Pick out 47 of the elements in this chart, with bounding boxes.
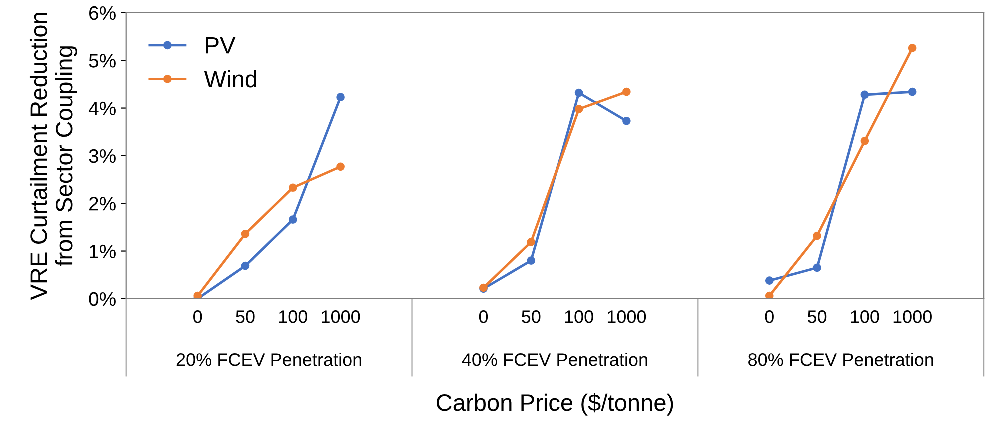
point bbox=[860, 137, 870, 146]
x-tick-label: 1000 bbox=[322, 310, 360, 324]
x-tick-label: 100 bbox=[565, 310, 594, 324]
point bbox=[860, 90, 870, 100]
y-tick-label: 3% bbox=[89, 149, 116, 164]
point bbox=[527, 256, 536, 265]
point bbox=[765, 276, 774, 285]
y-tick-label: 4% bbox=[88, 102, 116, 116]
text: 20% FCEV Penetration bbox=[176, 353, 362, 366]
legend-label: PV bbox=[206, 37, 236, 54]
y-tick-label: 6% bbox=[90, 6, 116, 20]
x-axis-title: Carbon Price ($/tonne) bbox=[436, 394, 674, 416]
point bbox=[241, 230, 250, 238]
y-tick-label: 1% bbox=[90, 244, 116, 258]
point bbox=[908, 44, 917, 52]
x-tick-label: 1000 bbox=[894, 310, 932, 324]
point bbox=[765, 292, 774, 299]
point bbox=[336, 162, 345, 172]
point bbox=[336, 93, 345, 102]
point bbox=[813, 232, 822, 240]
x-tick-label: 50 bbox=[522, 310, 541, 324]
point bbox=[813, 264, 822, 272]
point bbox=[527, 238, 536, 246]
point bbox=[908, 88, 917, 96]
point bbox=[574, 88, 584, 98]
point bbox=[241, 262, 250, 270]
x-tick-label: 50 bbox=[808, 310, 827, 324]
point bbox=[194, 292, 202, 299]
legend-label: Wind bbox=[204, 70, 257, 88]
x-tick-label: 0 bbox=[479, 310, 488, 324]
text: 80% FCEV Penetration bbox=[748, 353, 934, 366]
x-tick-label: 0 bbox=[765, 310, 774, 324]
x-tick-label: 100 bbox=[851, 310, 880, 324]
x-tick-label: 50 bbox=[236, 310, 255, 324]
x-tick-label: 1000 bbox=[608, 310, 646, 324]
point bbox=[574, 105, 584, 114]
point bbox=[288, 184, 298, 192]
point bbox=[288, 216, 298, 224]
x-tick-label: 100 bbox=[279, 310, 308, 324]
point bbox=[622, 116, 631, 126]
point bbox=[622, 88, 631, 96]
y-axis-title: VRE Curtailment Reduction from Sector Coupling bbox=[30, 13, 78, 300]
y-tick-label: 5% bbox=[89, 54, 116, 68]
y-tick-label: 0% bbox=[89, 292, 116, 306]
x-tick-label: 0 bbox=[194, 310, 202, 324]
y-tick-label: 2% bbox=[90, 197, 116, 211]
text: 40% FCEV Penetration bbox=[462, 353, 648, 366]
